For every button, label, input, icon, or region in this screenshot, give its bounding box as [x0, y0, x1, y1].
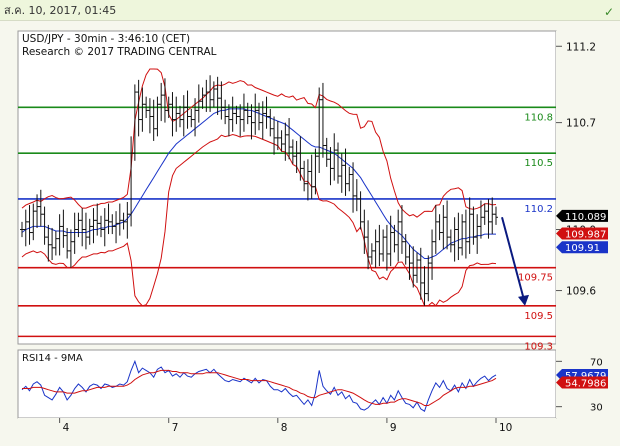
- price-box: [556, 209, 608, 222]
- level-label: 110.5: [524, 158, 553, 169]
- price-box-label: 109.987: [565, 229, 606, 240]
- level-label: 110.8: [524, 112, 553, 123]
- x-tick-label: 9: [390, 422, 397, 434]
- y-tick-label: 109.6: [566, 286, 596, 298]
- level-label: 109.75: [518, 273, 553, 284]
- level-label: 110.2: [524, 204, 553, 215]
- x-tick-label: 8: [281, 422, 288, 434]
- price-box-label: 109.91: [565, 243, 600, 254]
- level-label: 109.3: [524, 341, 553, 352]
- price-box-label: 57.9679: [565, 371, 606, 382]
- price-box: [556, 241, 608, 254]
- rsi-plot-area: [17, 349, 557, 419]
- rsi-series-line: [22, 369, 497, 406]
- timestamp-bar: ส.ค. 10, 2017, 01:45 ✓: [0, 0, 620, 21]
- x-tick-label: 10: [499, 422, 512, 434]
- y-tick-label: 110.7: [566, 118, 596, 130]
- forecast-arrow-head: [518, 294, 529, 306]
- rsi-chart-title: RSI14 - 9MA: [22, 353, 83, 364]
- y-tick-label: 111.2: [566, 41, 596, 53]
- rsi-y-tick-label: 70: [590, 357, 603, 368]
- x-tick-label: 4: [63, 422, 70, 434]
- price-box: [556, 376, 608, 389]
- bollinger-upper-band: [21, 68, 497, 218]
- price-axis: [556, 31, 618, 418]
- main-plot-area: [17, 30, 557, 345]
- time-axis: [18, 418, 556, 438]
- x-tick-label: 7: [172, 422, 179, 434]
- price-box-label: 54.7986: [565, 379, 606, 390]
- level-label: 109.5: [524, 311, 553, 322]
- main-chart-subtitle: Research © 2017 TRADING CENTRAL: [22, 46, 217, 58]
- price-box: [556, 227, 608, 240]
- check-icon: ✓: [603, 5, 614, 19]
- forecast-arrow-shaft: [501, 217, 525, 301]
- bollinger-lower-band: [21, 133, 497, 307]
- datetime-label: ส.ค. 10, 2017, 01:45: [4, 4, 117, 17]
- price-box-label: 110.089: [565, 212, 606, 223]
- main-chart-title: USD/JPY - 30min - 3:46:10 (CET): [22, 33, 190, 45]
- rsi-y-tick-label: 30: [590, 403, 603, 414]
